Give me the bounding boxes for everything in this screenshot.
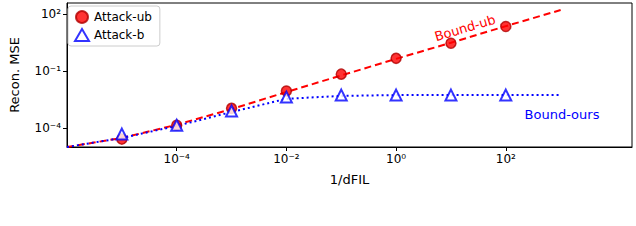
svg-text:1/dFIL: 1/dFIL xyxy=(330,172,370,187)
svg-text:Attack-b: Attack-b xyxy=(94,28,144,42)
svg-text:Bound-ub: Bound-ub xyxy=(433,12,497,44)
svg-text:10⁻²: 10⁻² xyxy=(273,152,300,166)
svg-text:10⁻⁴: 10⁻⁴ xyxy=(35,121,62,135)
svg-text:Attack-ub: Attack-ub xyxy=(94,10,152,24)
svg-text:10²: 10² xyxy=(41,7,61,21)
svg-text:Bound-ours: Bound-ours xyxy=(525,107,600,122)
svg-text:10⁻⁴: 10⁻⁴ xyxy=(163,152,190,166)
svg-text:10⁰: 10⁰ xyxy=(386,152,406,166)
svg-text:Recon. MSE: Recon. MSE xyxy=(7,37,22,113)
svg-text:10²: 10² xyxy=(496,152,516,166)
svg-text:10⁻¹: 10⁻¹ xyxy=(35,64,62,78)
